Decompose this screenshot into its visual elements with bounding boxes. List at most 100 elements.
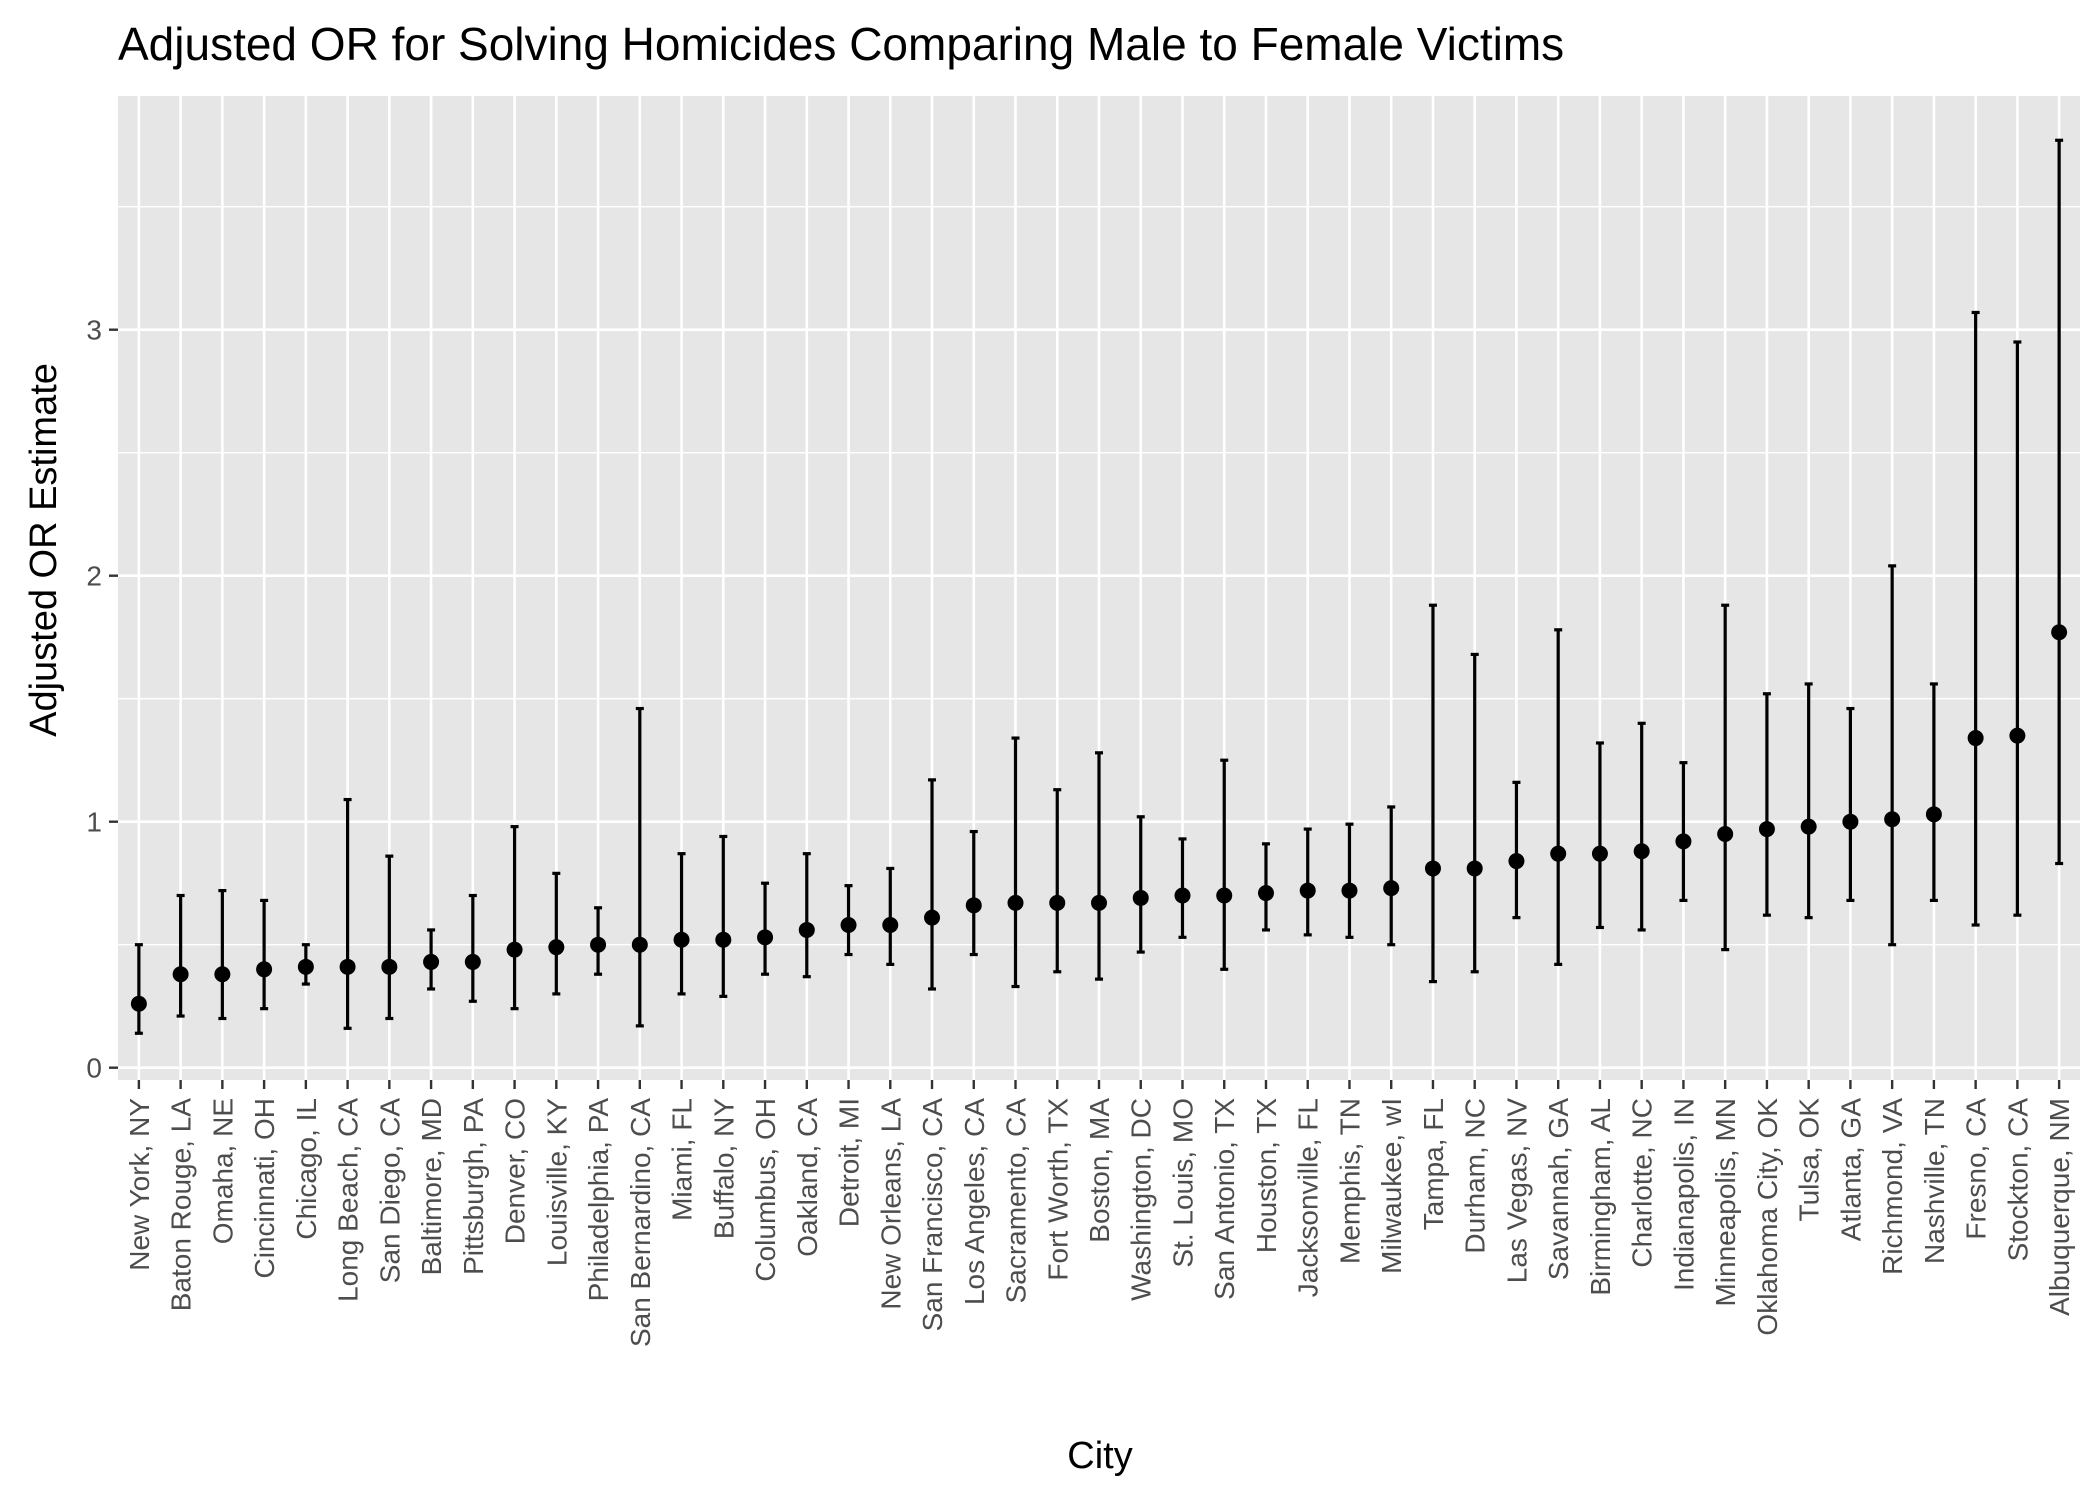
errorbar-22 (1049, 788, 1066, 974)
x-tick-label: Richmond, VA (1877, 1098, 1908, 1275)
x-tick-label: Washington, DC (1126, 1098, 1157, 1301)
or-point (965, 897, 982, 914)
x-tick-label: St. Louis, MO (1167, 1098, 1198, 1268)
or-point (924, 909, 941, 926)
x-tick-label: Pittsburgh, PA (458, 1098, 489, 1275)
x-tick-label: Philadelphia, PA (583, 1098, 614, 1302)
or-point (423, 953, 440, 970)
or-point (1216, 887, 1233, 904)
errorbar-36 (1633, 721, 1650, 932)
or-point (2051, 624, 2068, 641)
x-tick-label: Chicago, IL (291, 1098, 322, 1240)
y-axis-title: Adjusted OR Estimate (23, 363, 65, 737)
x-tick-label: Denver, CO (500, 1098, 531, 1244)
errorbar-10 (548, 871, 565, 996)
x-tick-label: Oklahoma City, OK (1752, 1098, 1783, 1336)
or-point (1967, 730, 1984, 747)
errorbar-46 (2051, 138, 2068, 866)
errorbar-14 (715, 834, 732, 998)
x-tick-label: Tulsa, OK (1794, 1098, 1825, 1222)
y-axis: 0 1 2 3 (86, 315, 118, 1084)
or-point (1675, 833, 1692, 850)
or-point (297, 958, 314, 975)
x-tick-label: San Francisco, CA (917, 1098, 948, 1332)
or-point (1633, 843, 1650, 860)
errorbar-20 (965, 829, 982, 957)
x-tick-label: Indianapolis, IN (1668, 1098, 1699, 1291)
or-point (1758, 821, 1775, 838)
errorbar-18 (882, 866, 899, 966)
errorbar-24 (1132, 815, 1149, 954)
errorbar-13 (673, 852, 690, 996)
error-bars (130, 138, 2068, 1035)
or-point (130, 995, 147, 1012)
errorbar-37 (1675, 761, 1692, 903)
x-tick-label: Minneapolis, MN (1710, 1098, 1741, 1307)
x-tick-label: New York, NY (124, 1098, 155, 1271)
errorbar-25 (1174, 837, 1191, 939)
x-tick-label: Charlotte, NC (1627, 1098, 1658, 1268)
or-point (214, 966, 231, 983)
errorbar-44 (1967, 310, 1984, 927)
y-tick-label: 3 (86, 315, 102, 346)
chart-title: Adjusted OR for Solving Homicides Compar… (118, 18, 1564, 70)
or-point (798, 921, 815, 938)
errorbar-19 (924, 778, 941, 991)
or-point (1341, 882, 1358, 899)
or-point (1925, 806, 1942, 823)
x-tick-label: Baton Rouge, LA (166, 1098, 197, 1312)
y-tick-label: 0 (86, 1053, 102, 1084)
or-point (673, 931, 690, 948)
errorbar-17 (840, 884, 857, 957)
errorbar-41 (1842, 706, 1859, 903)
x-tick-label: Atlanta, GA (1835, 1098, 1866, 1242)
or-point (715, 931, 732, 948)
x-tick-label: Long Beach, CA (333, 1098, 364, 1302)
errorbar-2 (214, 888, 231, 1021)
or-point (1884, 811, 1901, 828)
or-point (172, 966, 189, 983)
or-point (590, 936, 607, 953)
or-point (1508, 853, 1525, 870)
or-point (1091, 894, 1107, 911)
errorbar-15 (757, 881, 774, 976)
errorbar-21 (1007, 736, 1024, 989)
errorbar-8 (464, 893, 481, 1003)
errorbar-40 (1800, 682, 1817, 920)
x-tick-label: San Diego, CA (374, 1098, 405, 1284)
x-tick-label: Buffalo, NY (708, 1098, 739, 1239)
errorbar-35 (1591, 741, 1608, 930)
errorbar-45 (2009, 340, 2026, 917)
x-axis-title: City (1067, 1435, 1132, 1477)
x-tick-label: Durham, NC (1460, 1098, 1491, 1254)
or-point (506, 941, 523, 958)
or-point (1174, 887, 1191, 904)
x-tick-label: Stockton, CA (2002, 1098, 2033, 1262)
x-tick-label: Nashville, TN (1919, 1098, 1950, 1264)
x-tick-label: Memphis, TN (1334, 1098, 1365, 1264)
x-tick-label: Savannah, GA (1543, 1098, 1574, 1280)
errorbar-4 (297, 943, 314, 986)
x-tick-label: Detroit, MI (834, 1098, 865, 1227)
x-tick-label: Oakland, CA (792, 1098, 823, 1257)
or-point (548, 939, 565, 956)
errorbar-1 (172, 893, 189, 1018)
errorbar-6 (381, 854, 398, 1021)
or-point (1383, 880, 1400, 897)
errorbar-0 (130, 943, 147, 1035)
x-tick-label: Columbus, OH (750, 1098, 781, 1282)
x-tick-label: Louisville, KY (541, 1098, 572, 1266)
or-point (1257, 885, 1274, 902)
errorbar-43 (1925, 682, 1942, 903)
x-tick-label: Boston, MA (1084, 1098, 1115, 1243)
errorbar-34 (1550, 628, 1567, 966)
errorbar-31 (1424, 603, 1441, 984)
x-tick-label: Las Vegas, NV (1501, 1098, 1532, 1284)
or-point (381, 958, 398, 975)
errorbar-38 (1717, 603, 1734, 952)
or-point (1424, 860, 1441, 877)
or-point (1550, 845, 1567, 862)
errorbar-33 (1508, 780, 1525, 920)
errorbar-27 (1257, 842, 1274, 932)
or-point (840, 917, 857, 934)
